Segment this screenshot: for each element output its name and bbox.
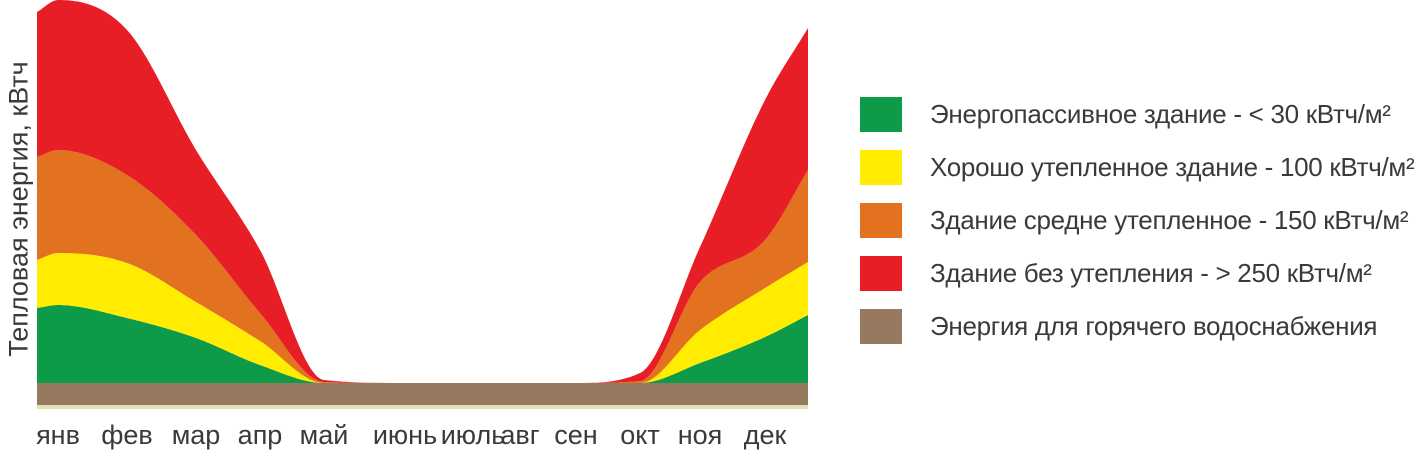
x-axis-label-июнь: июнь <box>373 420 437 450</box>
x-axis-label-окт: окт <box>620 420 660 450</box>
x-axis-label-янв: янв <box>36 420 80 450</box>
legend-item-green: Энергопассивное здание - < 30 кВтч/м² <box>860 97 1414 132</box>
legend-swatch-green <box>860 97 902 132</box>
legend-label: Энергопассивное здание - < 30 кВтч/м² <box>930 99 1391 129</box>
legend-swatch-orange <box>860 203 902 238</box>
area-orange <box>37 150 808 383</box>
x-axis-label-май: май <box>300 420 349 450</box>
legend-item-orange: Здание средне утепленное - 150 кВтч/м² <box>860 203 1414 238</box>
x-axis-label-авг: авг <box>500 420 539 450</box>
legend-label: Хорошо утепленное здание - 100 кВтч/м² <box>930 152 1415 182</box>
x-axis-label-фев: фев <box>101 420 153 450</box>
area-green <box>37 305 808 383</box>
legend-swatch-brown <box>860 309 902 344</box>
legend-item-yellow: Хорошо утепленное здание - 100 кВтч/м² <box>860 150 1415 185</box>
legend-label: Здание без утепления - > 250 кВтч/м² <box>930 258 1372 288</box>
y-axis-label: Тепловая энергия, кВтч <box>3 61 34 357</box>
x-axis-label-сен: сен <box>554 420 597 450</box>
legend-label: Энергия для горячего водоснабжения <box>930 311 1378 341</box>
area-yellow <box>37 253 808 383</box>
x-axis-label-июль: июль <box>441 420 506 450</box>
legend-swatch-red <box>860 256 902 291</box>
legend-label: Здание средне утепленное - 150 кВтч/м² <box>930 205 1409 235</box>
hot-water-band <box>37 383 808 405</box>
baseline-strip <box>37 405 808 409</box>
legend-swatch-yellow <box>860 150 902 185</box>
legend: Энергопассивное здание - < 30 кВтч/м² Хор… <box>860 97 1415 362</box>
area-red <box>37 0 808 383</box>
legend-item-red: Здание без утепления - > 250 кВтч/м² <box>860 256 1414 291</box>
legend-item-brown: Энергия для горячего водоснабжения <box>860 309 1414 344</box>
x-axis-label-мар: мар <box>172 420 221 450</box>
x-axis-label-дек: дек <box>744 420 787 450</box>
x-axis-label-ноя: ноя <box>678 420 723 450</box>
x-axis-label-апр: апр <box>238 420 283 450</box>
